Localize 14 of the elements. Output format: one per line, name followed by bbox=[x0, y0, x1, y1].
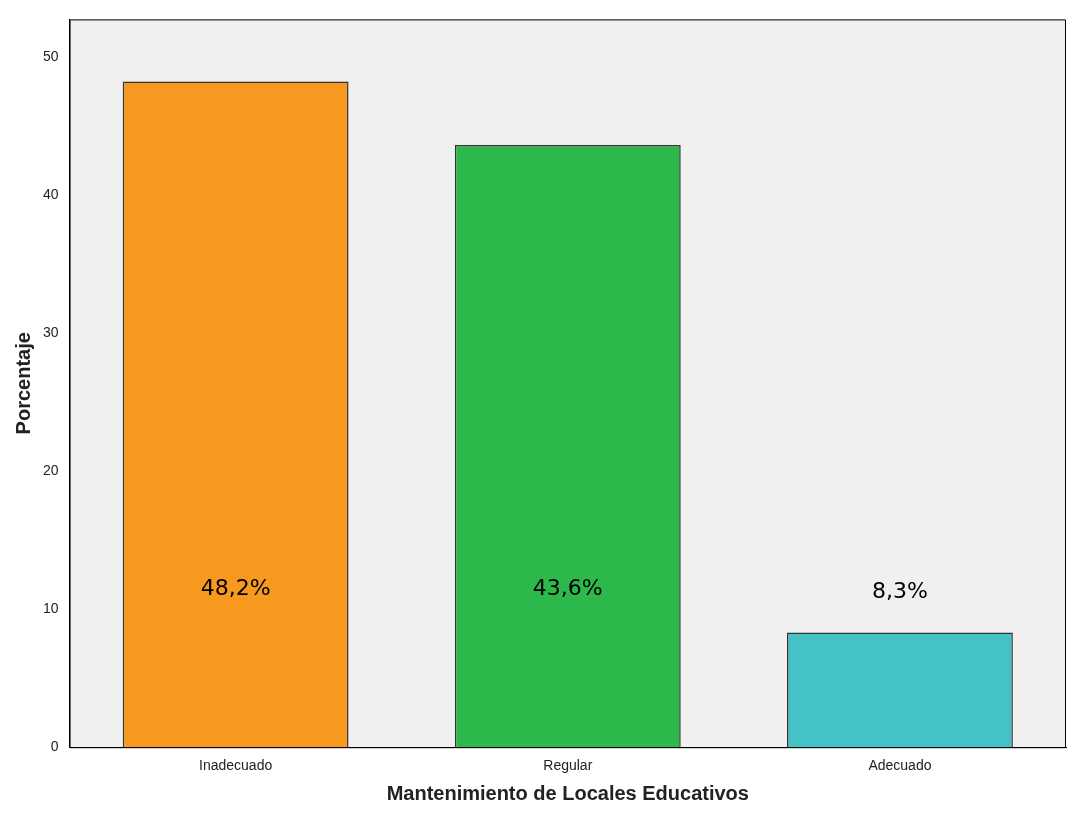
y-tick-label: 50 bbox=[42, 47, 59, 64]
x-tick-label: Regular bbox=[543, 757, 593, 774]
y-tick-label: 10 bbox=[42, 599, 59, 616]
data-label: 43,6% bbox=[532, 574, 603, 600]
x-tick-label: Adecuado bbox=[868, 757, 932, 774]
x-axis-title: Mantenimiento de Locales Educativos bbox=[386, 781, 749, 804]
data-label: 8,3% bbox=[871, 578, 928, 604]
y-tick-label: 20 bbox=[42, 461, 59, 478]
data-label: 48,2% bbox=[200, 574, 271, 600]
x-tick-label: Inadecuado bbox=[199, 757, 273, 774]
y-axis-title: Porcentaje bbox=[11, 332, 34, 435]
y-tick-label: 40 bbox=[42, 185, 59, 202]
y-tick-label: 30 bbox=[42, 323, 59, 340]
y-tick-label: 0 bbox=[50, 738, 59, 755]
